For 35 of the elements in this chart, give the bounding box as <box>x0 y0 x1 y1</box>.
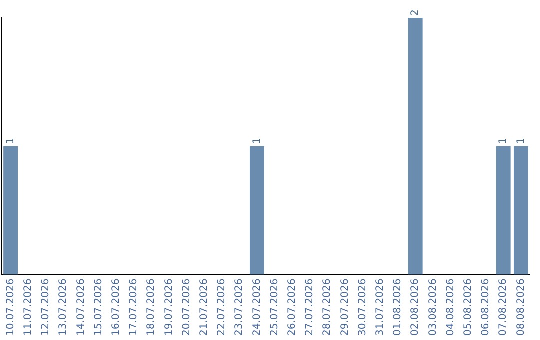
data-label: 1 <box>5 138 16 144</box>
x-tick-label: 05.08.2026 <box>462 278 474 336</box>
x-tick-label: 28.07.2026 <box>322 278 334 336</box>
x-tick-label: 07.08.2026 <box>498 278 510 336</box>
x-tick-label: 03.08.2026 <box>428 278 439 336</box>
x-tick-label: 31.07.2026 <box>374 278 386 336</box>
x-tick-label: 26.07.2026 <box>286 278 298 336</box>
x-tick-label: 06.08.2026 <box>480 278 492 336</box>
x-tick-label: 18.07.2026 <box>146 278 158 336</box>
x-tick-label: 04.08.2026 <box>445 278 456 336</box>
data-label: 1 <box>498 138 510 144</box>
x-tick-label: 12.07.2026 <box>40 278 52 336</box>
data-label: 2 <box>410 10 422 16</box>
x-tick-label: 17.07.2026 <box>128 278 140 336</box>
x-tick-label: 24.07.2026 <box>252 278 263 336</box>
x-tick-label: 11.07.2026 <box>22 278 34 336</box>
x-tick-label: 19.07.2026 <box>164 278 175 336</box>
data-label: 1 <box>516 138 527 144</box>
x-tick-label: 01.08.2026 <box>392 278 404 336</box>
x-tick-label: 21.07.2026 <box>198 278 210 336</box>
x-tick-label: 20.07.2026 <box>181 278 192 336</box>
x-tick-label: 23.07.2026 <box>234 278 246 336</box>
x-tick-label: 22.07.2026 <box>216 278 228 336</box>
x-tick-label: 10.07.2026 <box>5 278 16 336</box>
x-tick-label: 15.07.2026 <box>93 278 104 336</box>
x-tick-label: 25.07.2026 <box>269 278 280 336</box>
x-tick-label: 02.08.2026 <box>410 278 422 336</box>
x-tick-label: 14.07.2026 <box>76 278 87 336</box>
x-tick-label: 16.07.2026 <box>110 278 122 336</box>
x-tick-label: 29.07.2026 <box>340 278 351 336</box>
x-tick-label: 13.07.2026 <box>58 278 70 336</box>
data-label: 1 <box>252 138 263 144</box>
x-tick-label: 30.07.2026 <box>357 278 368 336</box>
x-tick-label: 27.07.2026 <box>304 278 316 336</box>
x-tick-label: 08.08.2026 <box>516 278 527 336</box>
